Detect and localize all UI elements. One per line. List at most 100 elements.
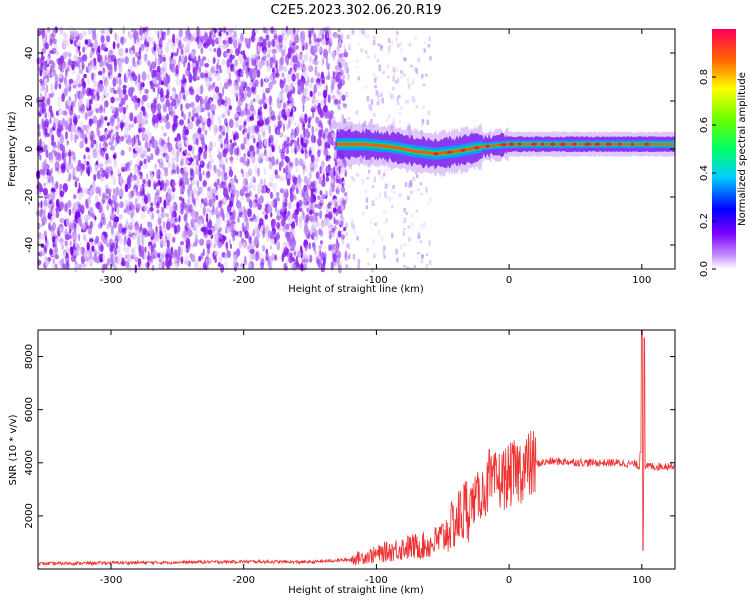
noise-speckle: [115, 58, 121, 64]
noise-speckle: [350, 176, 354, 180]
noise-speckle: [208, 47, 213, 52]
noise-speckle: [185, 204, 191, 214]
noise-speckle: [86, 111, 92, 117]
noise-speckle: [156, 103, 162, 111]
noise-speckle: [178, 28, 183, 38]
noise-speckle: [390, 40, 393, 43]
noise-speckle: [227, 37, 233, 45]
noise-speckle: [88, 206, 94, 214]
noise-speckle: [271, 221, 274, 229]
noise-speckle: [205, 239, 211, 250]
noise-speckle: [205, 101, 211, 111]
noise-speckle: [301, 42, 304, 52]
noise-speckle: [231, 193, 235, 204]
noise-speckle: [323, 104, 328, 113]
signal-peak: [485, 144, 490, 148]
noise-speckle: [163, 106, 167, 112]
noise-speckle: [293, 129, 296, 140]
noise-speckle: [328, 229, 333, 236]
noise-speckle: [191, 116, 195, 122]
noise-speckle: [257, 182, 263, 192]
noise-speckle: [142, 26, 145, 34]
noise-speckle: [76, 40, 82, 47]
noise-speckle: [115, 125, 119, 131]
noise-speckle: [112, 154, 117, 159]
noise-speckle: [327, 119, 332, 125]
noise-speckle: [226, 124, 229, 134]
noise-speckle: [207, 58, 210, 63]
noise-speckle: [40, 106, 43, 116]
noise-speckle: [105, 152, 109, 161]
noise-speckle: [415, 105, 419, 109]
noise-speckle: [223, 143, 228, 150]
noise-speckle: [135, 134, 140, 140]
noise-speckle: [233, 141, 237, 147]
noise-speckle: [70, 218, 74, 223]
noise-speckle: [338, 251, 342, 259]
noise-speckle: [249, 217, 254, 222]
noise-speckle: [104, 100, 107, 109]
noise-speckle: [348, 253, 351, 258]
noise-speckle: [80, 168, 83, 176]
noise-speckle: [212, 142, 217, 147]
noise-speckle: [356, 66, 359, 68]
noise-speckle: [128, 229, 132, 236]
noise-speckle: [121, 57, 125, 64]
noise-speckle: [244, 223, 250, 232]
noise-speckle: [115, 186, 119, 197]
noise-speckle: [67, 200, 72, 209]
noise-speckle: [344, 222, 348, 229]
noise-speckle: [105, 129, 108, 139]
noise-speckle: [185, 141, 189, 146]
noise-speckle: [290, 134, 295, 140]
noise-speckle: [256, 94, 260, 104]
noise-speckle: [388, 196, 391, 202]
noise-speckle: [218, 44, 222, 49]
colorbar-tick-label: 0.2: [699, 213, 710, 229]
snr-xlabel: Height of straight line (km): [288, 585, 424, 596]
noise-speckle: [193, 259, 199, 269]
noise-speckle: [205, 257, 210, 267]
noise-speckle: [99, 135, 104, 142]
noise-speckle: [45, 84, 49, 93]
noise-speckle: [54, 43, 58, 51]
y-tick-label: 2000: [24, 503, 35, 528]
noise-speckle: [51, 133, 54, 143]
signal-peak: [508, 142, 515, 146]
noise-speckle: [221, 44, 227, 50]
noise-speckle: [264, 149, 267, 156]
noise-speckle: [326, 34, 329, 39]
noise-speckle: [333, 171, 336, 176]
noise-speckle: [327, 219, 331, 229]
noise-speckle: [65, 248, 71, 254]
noise-speckle: [292, 27, 296, 36]
noise-speckle: [97, 70, 103, 76]
noise-speckle: [421, 74, 424, 79]
noise-speckle: [281, 204, 285, 212]
noise-speckle: [77, 223, 80, 233]
noise-speckle: [134, 101, 139, 111]
noise-speckle: [288, 70, 291, 76]
noise-speckle: [300, 137, 304, 146]
noise-speckle: [86, 87, 91, 97]
noise-speckle: [228, 118, 234, 129]
noise-speckle: [237, 45, 241, 55]
noise-speckle: [381, 97, 384, 104]
noise-speckle: [316, 195, 321, 201]
noise-speckle: [372, 200, 375, 203]
noise-speckle: [150, 202, 154, 208]
noise-speckle: [284, 135, 288, 140]
noise-speckle: [267, 115, 272, 122]
noise-speckle: [157, 30, 160, 39]
x-tick-label: 0: [506, 575, 512, 586]
noise-speckle: [337, 230, 342, 238]
noise-speckle: [129, 112, 134, 122]
noise-speckle: [57, 97, 62, 108]
noise-speckle: [327, 202, 331, 209]
y-tick-label: 6000: [24, 397, 35, 422]
noise-speckle: [178, 215, 181, 223]
noise-speckle: [338, 40, 342, 46]
noise-speckle: [80, 55, 85, 65]
noise-speckle: [117, 43, 120, 49]
noise-speckle: [288, 118, 291, 129]
